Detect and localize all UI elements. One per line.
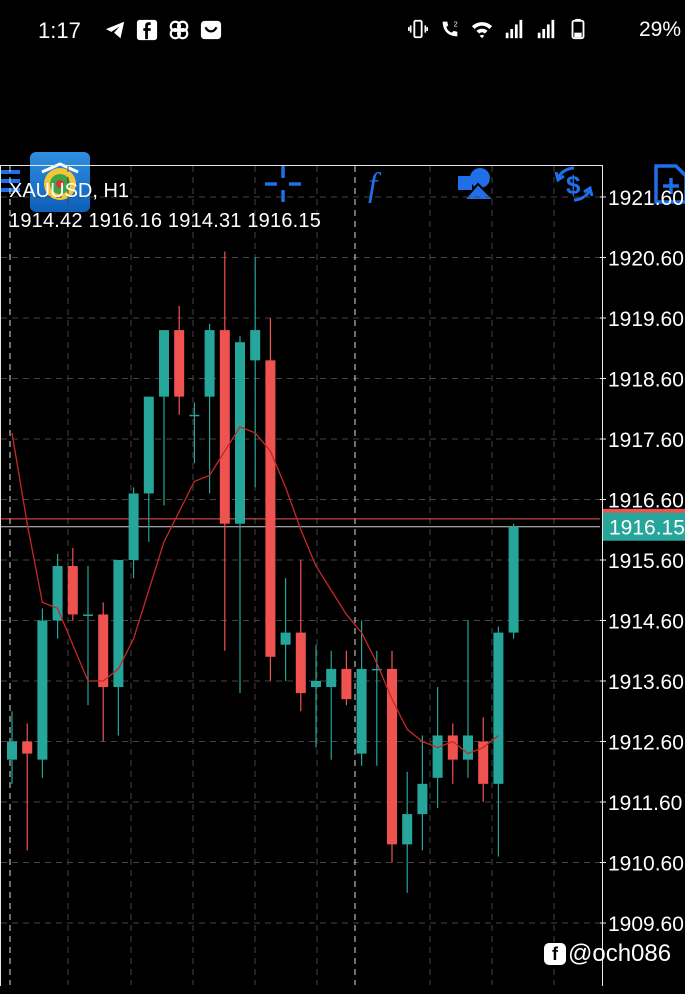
candle-body — [204, 330, 215, 397]
status-time: 1:17 — [38, 18, 81, 43]
battery-percent: 29% — [638, 18, 681, 41]
battery-icon — [571, 18, 585, 40]
svg-text:$: $ — [566, 170, 581, 200]
signal-icon — [505, 19, 523, 39]
svg-text:2: 2 — [454, 19, 458, 28]
candle-body — [219, 330, 230, 524]
candle-body — [83, 614, 93, 616]
candle-body — [113, 560, 124, 688]
candle-body — [356, 668, 367, 754]
candle-body — [463, 735, 473, 760]
candle-body — [371, 668, 382, 671]
price-tick-label: 1918.60 — [608, 369, 684, 392]
telegram-icon — [105, 21, 125, 39]
objects-icon[interactable] — [456, 164, 496, 204]
candle-body — [37, 620, 48, 760]
signal-icon — [537, 19, 555, 39]
candle-body — [235, 342, 245, 524]
candle-body — [143, 396, 154, 494]
candle-body — [417, 783, 428, 815]
candle-body — [326, 668, 337, 688]
price-tick-label: 1916.60 — [608, 490, 684, 513]
ohlc-label: 1914.42 1916.16 1914.31 1916.15 — [9, 210, 322, 232]
candle-body — [508, 526, 519, 633]
candle-body — [22, 741, 33, 754]
price-tick-label: 1911.60 — [608, 792, 682, 815]
bid-price-marker — [603, 512, 685, 541]
candle-body — [402, 814, 413, 845]
price-tick-label: 1909.60 — [608, 913, 684, 936]
candle-body — [52, 566, 63, 621]
candle-body — [128, 493, 139, 560]
bid-price-label: 1916.15 — [609, 517, 685, 540]
price-tick-label: 1920.60 — [608, 248, 684, 271]
price-tick-label: 1910.60 — [608, 853, 684, 876]
candle-body — [174, 330, 185, 397]
candle-body — [447, 735, 458, 760]
notification-icons — [104, 19, 222, 41]
price-tick-label: 1917.60 — [608, 429, 684, 452]
price-tick-label: 1912.60 — [608, 732, 684, 755]
trade-icon[interactable]: $ — [554, 164, 594, 204]
price-tick-label: 1914.60 — [608, 611, 684, 634]
candle-body — [98, 614, 109, 688]
vibrate-icon — [408, 19, 428, 39]
price-tick-label: 1919.60 — [608, 308, 684, 331]
app-icon — [200, 20, 222, 40]
watermark-text: @och086 — [568, 940, 672, 967]
facebook-icon — [136, 19, 158, 41]
system-icons: 2 — [407, 18, 589, 40]
candle-body — [478, 741, 489, 784]
candle-body — [295, 632, 306, 694]
candle-body — [67, 566, 78, 615]
candle-body — [387, 668, 397, 845]
candle-body — [189, 414, 200, 417]
pinwheel-icon — [169, 20, 189, 40]
status-bar: 1:17 2 29% — [0, 0, 685, 62]
price-tick-label: 1913.60 — [608, 671, 684, 694]
candle-body — [265, 360, 276, 657]
price-tick-label: 1915.60 — [608, 550, 684, 573]
candle-body — [432, 735, 443, 778]
candle-body — [341, 668, 352, 700]
candle-body — [159, 330, 169, 397]
moving-average-line — [11, 426, 499, 755]
indicators-icon[interactable]: f — [358, 164, 398, 204]
candle-body — [280, 632, 291, 645]
facebook-icon: f — [544, 943, 566, 965]
watermark: f @och086 — [544, 940, 671, 968]
candle-body — [250, 330, 261, 361]
candle-body — [493, 632, 504, 784]
candle-body — [7, 741, 17, 760]
wifi-calling-icon: 2 — [442, 19, 458, 37]
chart-frame[interactable] — [0, 165, 603, 986]
candle-body — [311, 681, 321, 688]
wifi-icon — [471, 22, 493, 39]
add-chart-icon[interactable] — [650, 164, 685, 204]
crosshair-icon[interactable] — [263, 164, 303, 204]
price-tick-label: 1921.60 — [608, 187, 684, 210]
symbol-label: XAUUSD, H1 — [9, 180, 130, 202]
